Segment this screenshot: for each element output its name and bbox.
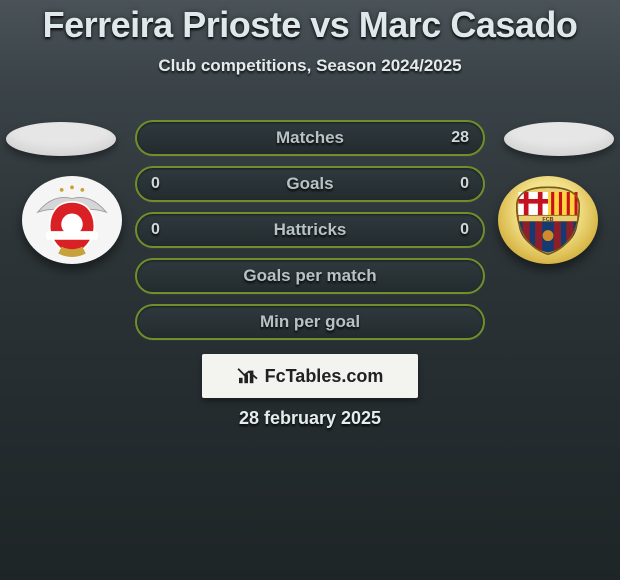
bar-chart-icon <box>237 367 259 385</box>
stat-right-value: 0 <box>460 175 469 193</box>
stat-label: Matches <box>276 128 344 148</box>
stat-left-value: 0 <box>151 221 160 239</box>
benfica-crest-icon <box>29 181 115 259</box>
stat-right-value: 28 <box>451 129 469 147</box>
brand-badge[interactable]: FcTables.com <box>202 354 418 398</box>
club-badge-right: FCB <box>498 176 598 264</box>
stat-label: Goals per match <box>243 266 376 286</box>
page-title: Ferreira Prioste vs Marc Casado <box>0 0 620 46</box>
stat-row-goals: 0 Goals 0 <box>135 166 485 202</box>
stat-row-goals-per-match: Goals per match <box>135 258 485 294</box>
stat-label: Goals <box>286 174 333 194</box>
stat-left-value: 0 <box>151 175 160 193</box>
player-left-photo <box>6 122 116 156</box>
player-right-photo <box>504 122 614 156</box>
stat-row-hattricks: 0 Hattricks 0 <box>135 212 485 248</box>
page-subtitle: Club competitions, Season 2024/2025 <box>0 56 620 76</box>
stat-label: Hattricks <box>274 220 347 240</box>
stat-right-value: 0 <box>460 221 469 239</box>
barcelona-crest-icon: FCB <box>509 184 587 256</box>
brand-text: FcTables.com <box>265 366 384 387</box>
stat-row-matches: Matches 28 <box>135 120 485 156</box>
date-text: 28 february 2025 <box>0 408 620 429</box>
stat-row-min-per-goal: Min per goal <box>135 304 485 340</box>
club-badge-left <box>22 176 122 264</box>
stats-table: Matches 28 0 Goals 0 0 Hattricks 0 Goals… <box>135 120 485 350</box>
stat-label: Min per goal <box>260 312 360 332</box>
